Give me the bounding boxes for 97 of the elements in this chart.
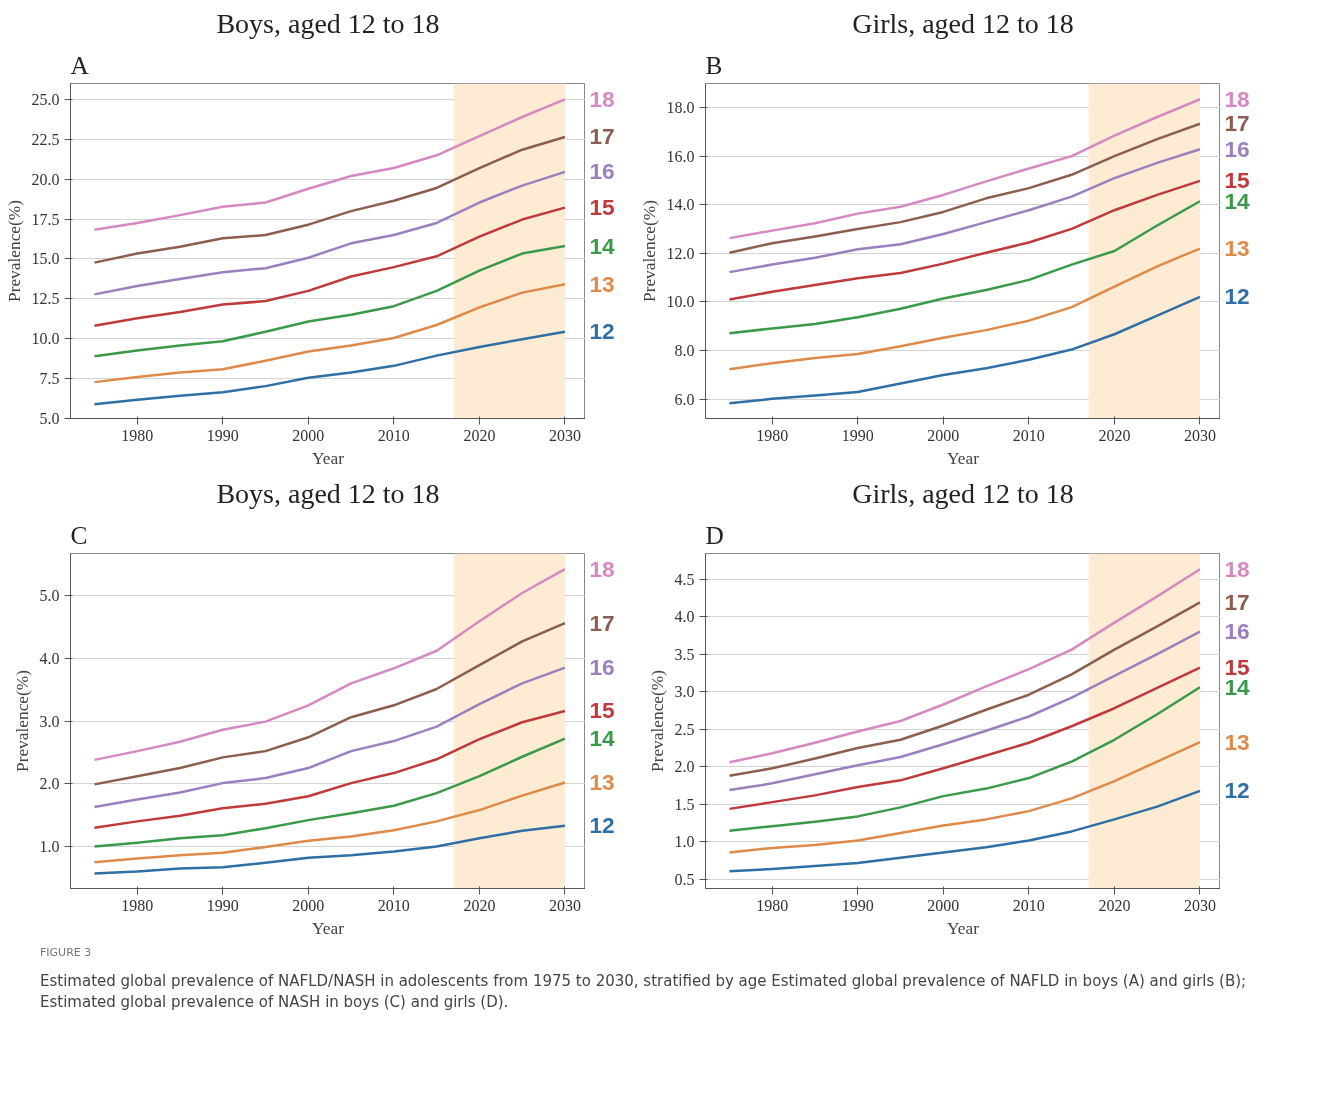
y-tick-label: 3.5 (674, 645, 695, 663)
series-label: 17 (589, 123, 615, 150)
series-label: 14 (589, 725, 616, 752)
x-tick-label: 2000 (927, 426, 960, 444)
x-tick-label: 1990 (206, 426, 239, 444)
x-tick-label: 2030 (548, 426, 581, 444)
series-label: 17 (589, 609, 615, 636)
series-label: 13 (589, 270, 615, 297)
x-tick-label: 1980 (756, 896, 789, 914)
caption: FIGURE 3 (40, 945, 92, 961)
text: D (705, 520, 724, 549)
series-label: 18 (589, 555, 615, 582)
x-tick-label: 2030 (1183, 426, 1216, 444)
y-tick-label: 15.0 (31, 250, 60, 268)
series-label: 14 (589, 232, 616, 259)
series-label: 16 (1224, 618, 1250, 645)
chart-title: Girls, aged 12 to 18 (852, 477, 1074, 509)
chart-title: Girls, aged 12 to 18 (852, 7, 1074, 39)
series-label: 15 (1224, 654, 1250, 681)
x-tick-label: 2020 (463, 896, 496, 914)
series-label: 12 (589, 318, 615, 345)
y-tick-label: 12.5 (31, 290, 60, 308)
y-tick-label: 7.5 (39, 370, 60, 388)
y-tick-label: 3.0 (674, 683, 695, 701)
text: A (70, 50, 90, 79)
series-label: 17 (1224, 588, 1250, 615)
x-tick-label: 2020 (1098, 426, 1131, 444)
x-tick-label: 2020 (1098, 896, 1131, 914)
x-axis-title: Year (312, 448, 345, 468)
y-axis-title: Prevalence(%) (639, 199, 659, 302)
y-tick-label: 2.5 (674, 720, 695, 738)
y-tick-label: 1.0 (674, 833, 695, 851)
y-tick-label: 10.0 (666, 293, 695, 311)
text: B (705, 50, 723, 79)
x-tick-label: 2000 (927, 896, 960, 914)
y-axis-title: Prevalence(%) (4, 199, 24, 302)
y-tick-label: 2.0 (39, 775, 60, 793)
x-tick-label: 1990 (841, 426, 874, 444)
y-tick-label: 0.5 (674, 870, 695, 888)
series-label: 17 (1224, 110, 1250, 137)
series-label: 13 (589, 768, 615, 795)
series-label: 18 (1224, 85, 1250, 112)
x-tick-label: 2010 (1012, 896, 1045, 914)
chart-title: Boys, aged 12 to 18 (216, 477, 440, 509)
y-axis-title: Prevalence(%) (647, 669, 667, 772)
x-tick-label: 1980 (121, 426, 154, 444)
x-axis-title: Year (947, 448, 980, 468)
y-tick-label: 5.0 (39, 410, 60, 427)
series-label: 15 (589, 194, 615, 221)
y-tick-label: 1.0 (39, 837, 60, 855)
y-tick-label: 17.5 (31, 210, 60, 228)
series-label: 12 (589, 812, 615, 839)
x-tick-label: 1990 (206, 896, 239, 914)
y-tick-label: 18.0 (666, 99, 695, 117)
y-tick-label: 16.0 (666, 147, 695, 165)
y-axis-title: Prevalence(%) (12, 669, 32, 772)
series-label: 16 (589, 654, 615, 681)
x-tick-label: 2010 (1012, 426, 1045, 444)
series-label: 15 (589, 697, 615, 724)
x-tick-label: 2010 (377, 426, 410, 444)
series-label: 18 (1224, 555, 1250, 582)
y-tick-label: 22.5 (31, 130, 60, 148)
text: C (70, 520, 88, 549)
y-tick-label: 6.0 (674, 390, 695, 408)
x-axis-title: Year (312, 918, 345, 938)
series-label: 13 (1224, 728, 1250, 755)
x-tick-label: 2010 (377, 896, 410, 914)
y-tick-label: 4.0 (39, 649, 60, 667)
x-tick-label: 2030 (548, 896, 581, 914)
x-tick-label: 2000 (292, 896, 325, 914)
text: Estimated global prevalence of NAFLD/NASH in adolescents from 1975 to 2030, stratified by age Estimated global prevalence of NAFLD in boys (A) and girls (B); Estimated global prevalence of NASH in boys (C) and girls (D). (40, 970, 1248, 1014)
series-label: 12 (1224, 283, 1250, 310)
x-tick-label: 2020 (463, 426, 496, 444)
x-tick-label: 1980 (756, 426, 789, 444)
y-tick-label: 4.5 (674, 570, 695, 588)
series-label: 13 (1224, 235, 1250, 262)
y-tick-label: 14.0 (666, 196, 695, 214)
y-tick-label: 20.0 (31, 170, 60, 188)
x-tick-label: 1980 (121, 896, 154, 914)
y-tick-label: 4.0 (674, 608, 695, 626)
y-tick-label: 10.0 (31, 330, 60, 348)
series-label: 16 (1224, 135, 1250, 162)
y-tick-label: 5.0 (39, 587, 60, 605)
x-tick-label: 2030 (1183, 896, 1216, 914)
chart-title: Boys, aged 12 to 18 (216, 7, 440, 39)
x-axis-title: Year (947, 918, 980, 938)
y-tick-label: 25.0 (31, 90, 60, 108)
series-label: 12 (1224, 777, 1250, 804)
x-tick-label: 2000 (292, 426, 325, 444)
y-tick-label: 2.0 (674, 758, 695, 776)
x-tick-label: 1990 (841, 896, 874, 914)
y-tick-label: 12.0 (666, 244, 695, 262)
y-tick-label: 3.0 (39, 712, 60, 730)
y-tick-label: 8.0 (674, 342, 695, 360)
series-label: 18 (589, 85, 615, 112)
series-label: 16 (589, 158, 615, 185)
y-tick-label: 1.5 (674, 795, 695, 813)
